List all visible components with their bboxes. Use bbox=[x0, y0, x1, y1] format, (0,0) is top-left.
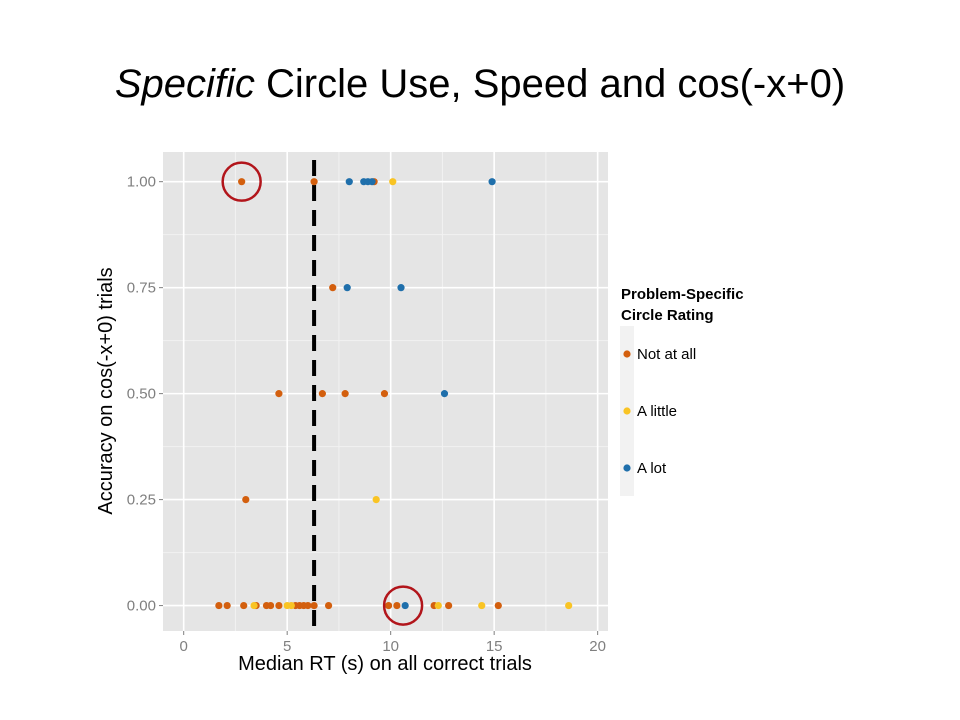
legend: Problem-Specific Circle Rating Not at al… bbox=[620, 286, 744, 496]
point-a-little bbox=[478, 601, 486, 610]
point-not-at-all bbox=[318, 390, 326, 398]
point-not-at-all bbox=[324, 601, 333, 610]
point-a-little bbox=[372, 495, 380, 504]
point-not-at-all bbox=[393, 601, 401, 610]
point-not-at-all bbox=[380, 390, 389, 398]
point-not-at-all bbox=[242, 495, 250, 504]
point-a-lot bbox=[397, 284, 405, 292]
point-not-at-all bbox=[238, 178, 246, 186]
point-a-little bbox=[389, 178, 397, 186]
highlight-circle bbox=[221, 161, 262, 202]
slide-title-rest: Circle Use, Speed and cos(-x+0) bbox=[254, 62, 846, 106]
legend-key-a-lot bbox=[623, 464, 631, 472]
point-not-at-all bbox=[304, 601, 312, 610]
x-tick-label: 5 bbox=[283, 638, 291, 655]
y-tick-label: 0.75 bbox=[127, 280, 156, 297]
legend-title-line1: Problem-Specific bbox=[621, 286, 744, 303]
x-tick-label: 20 bbox=[589, 638, 606, 655]
y-tick-label: 1.00 bbox=[127, 174, 156, 191]
point-not-at-all bbox=[385, 601, 393, 610]
point-a-lot bbox=[401, 601, 409, 610]
slide-title-italic: Specific bbox=[114, 62, 255, 106]
slide-title: Specific Circle Use, Speed and cos(-x+0) bbox=[0, 62, 960, 107]
point-not-at-all bbox=[240, 601, 248, 610]
point-a-little bbox=[434, 601, 442, 610]
point-not-at-all bbox=[223, 601, 231, 610]
y-tick-label: 0.25 bbox=[127, 492, 156, 509]
y-tick-label: 0.50 bbox=[127, 386, 156, 403]
point-a-lot bbox=[488, 178, 496, 186]
point-not-at-all bbox=[494, 601, 502, 610]
point-not-at-all bbox=[329, 284, 337, 292]
grid-minor bbox=[163, 152, 608, 631]
y-tick-label: 0.00 bbox=[127, 598, 156, 615]
highlight-circle bbox=[382, 585, 424, 626]
point-a-lot bbox=[343, 284, 351, 292]
y-axis-title: Accuracy on cos(-x+0) trials bbox=[95, 267, 117, 514]
point-not-at-all bbox=[341, 390, 349, 398]
legend-title-line2: Circle Rating bbox=[621, 307, 714, 324]
data-points bbox=[215, 178, 573, 610]
point-not-at-all bbox=[215, 601, 223, 610]
point-a-little bbox=[287, 601, 295, 610]
y-axis-ticks: 0.00 0.25 0.50 0.75 1.00 bbox=[127, 174, 163, 615]
x-axis-ticks: 0 5 10 15 20 bbox=[180, 631, 606, 655]
legend-key-not-at-all bbox=[623, 350, 631, 358]
x-axis-title: Median RT (s) on all correct trials bbox=[238, 653, 532, 675]
point-not-at-all bbox=[310, 178, 318, 186]
x-tick-label: 10 bbox=[382, 638, 399, 655]
point-a-lot bbox=[368, 178, 376, 186]
legend-entries: Not at all A little A lot bbox=[623, 346, 696, 477]
x-tick-label: 0 bbox=[180, 638, 188, 655]
point-a-lot bbox=[345, 178, 353, 186]
legend-key-a-little bbox=[623, 407, 631, 415]
x-tick-label: 15 bbox=[486, 638, 503, 655]
point-a-little bbox=[250, 601, 258, 610]
point-not-at-all bbox=[445, 601, 453, 610]
legend-label: A lot bbox=[637, 460, 667, 477]
point-not-at-all bbox=[310, 601, 318, 610]
highlight-circles bbox=[221, 161, 424, 626]
point-a-lot bbox=[440, 390, 449, 398]
point-not-at-all bbox=[267, 601, 275, 610]
point-a-little bbox=[565, 601, 573, 610]
legend-label: Not at all bbox=[637, 346, 696, 363]
point-not-at-all bbox=[275, 601, 283, 610]
legend-label: A little bbox=[637, 403, 677, 420]
point-not-at-all bbox=[275, 390, 283, 398]
